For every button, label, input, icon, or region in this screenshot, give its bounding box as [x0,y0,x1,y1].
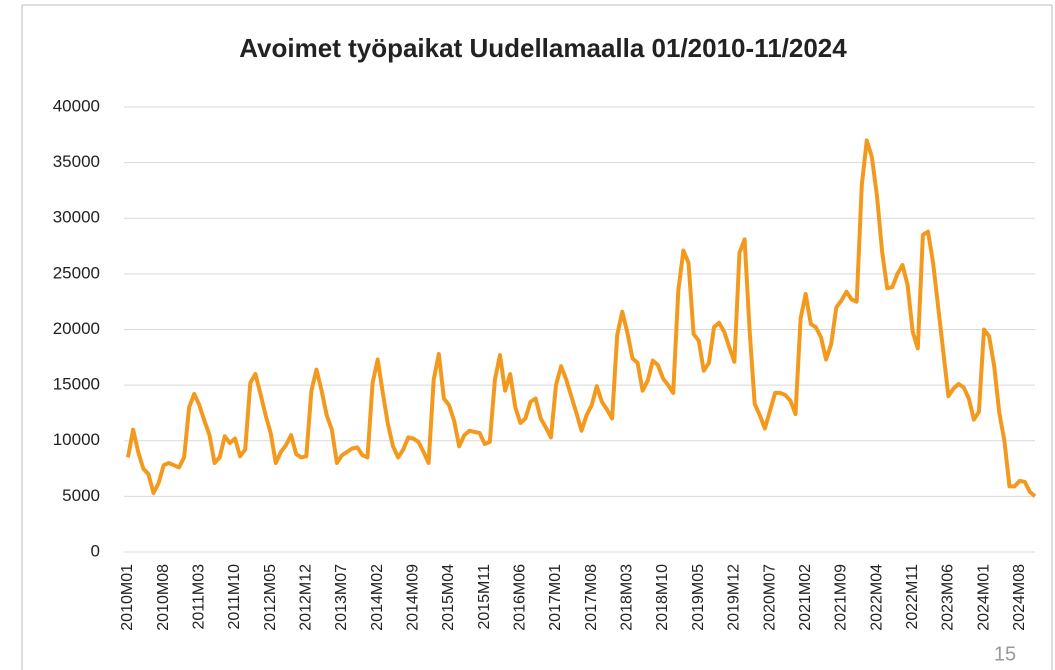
x-tick-label: 2019M12 [726,564,743,631]
y-tick-label: 0 [91,541,100,560]
y-tick-label: 30000 [53,208,100,227]
data-line [126,138,1037,498]
y-tick-label: 25000 [53,263,100,282]
x-tick-label: 2018M03 [619,564,636,631]
x-tick-label: 2017M01 [547,564,564,631]
x-tick-label: 2016M06 [512,564,529,631]
y-tick-label: 10000 [53,430,100,449]
x-tick-label: 2020M07 [761,564,778,631]
x-tick-label: 2022M04 [868,564,885,631]
x-tick-label: 2011M10 [226,564,243,630]
x-tick-label: 2015M11 [476,564,493,630]
x-tick-label: 2017M08 [583,564,600,631]
y-tick-label: 20000 [53,319,100,338]
x-tick-label: 2023M06 [940,564,957,631]
chart-title: Avoimet työpaikat Uudellamaalla 01/2010-… [239,33,847,63]
y-tick-label: 35000 [53,152,100,171]
x-tick-label: 2012M12 [298,564,315,631]
y-tick-label: 40000 [53,96,100,115]
x-tick-label: 2018M10 [654,564,671,631]
page-number: 15 [994,643,1016,665]
x-tick-label: 2014M02 [369,564,386,631]
x-tick-label: 2019M05 [690,564,707,631]
x-tick-label: 2013M07 [333,564,350,631]
x-tick-label: 2024M08 [1011,564,1028,631]
x-tick-label: 2015M04 [440,564,457,631]
x-tick-label: 2011M03 [191,564,208,630]
x-tick-label: 2021M02 [797,564,814,631]
y-tick-label: 15000 [53,375,100,394]
x-tick-label: 2022M11 [904,564,921,630]
x-tick-label: 2014M09 [405,564,422,631]
x-tick-label: 2010M08 [155,564,172,631]
x-tick-label: 2024M01 [975,564,992,631]
x-tick-label: 2021M09 [833,564,850,631]
x-tick-label: 2010M01 [119,564,136,631]
x-tick-label: 2012M05 [262,564,279,631]
y-tick-label: 5000 [62,486,100,505]
